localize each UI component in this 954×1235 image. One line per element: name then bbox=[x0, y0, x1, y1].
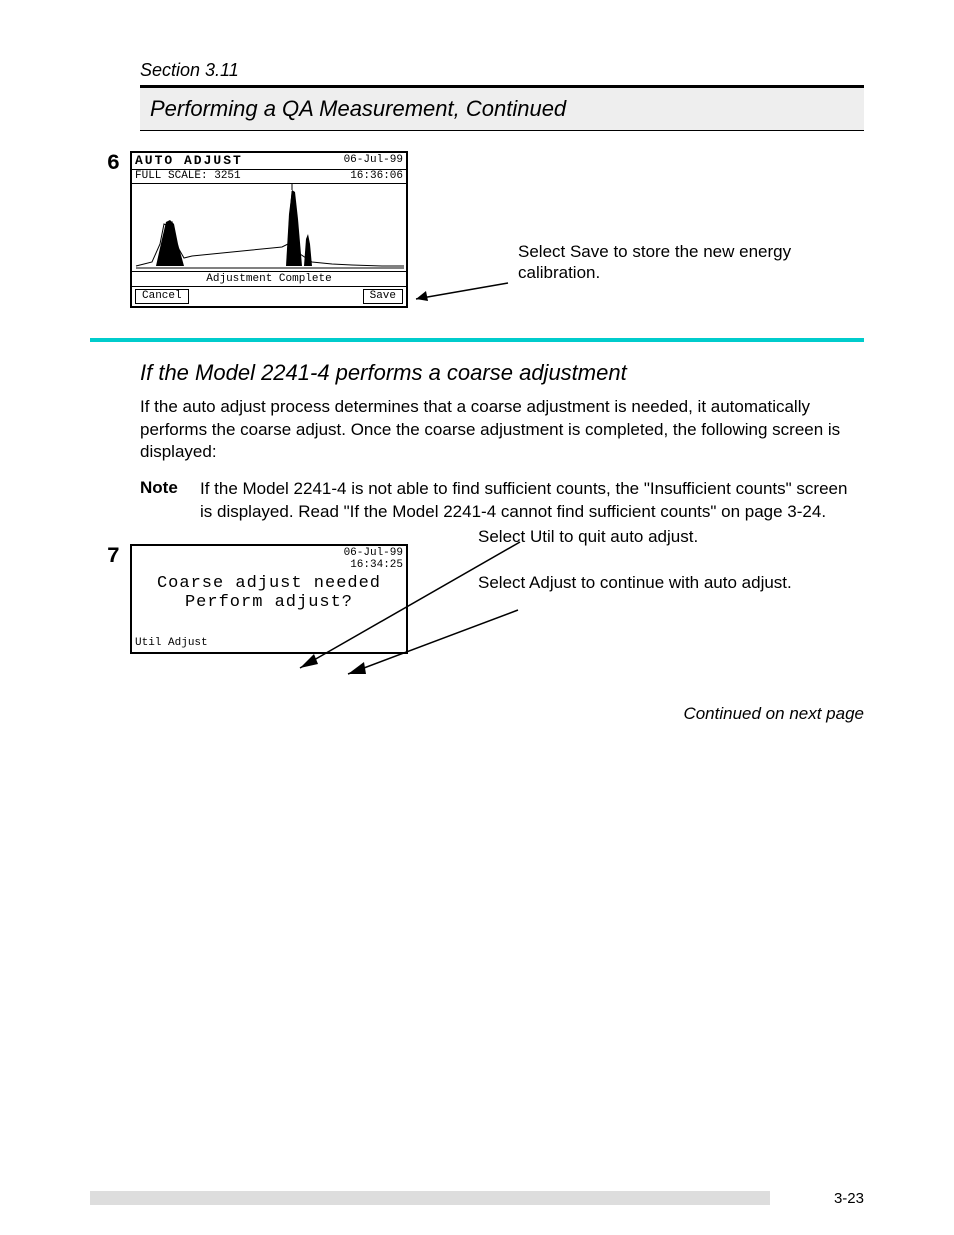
lcd-date: 06-Jul-99 bbox=[344, 154, 403, 168]
save-button[interactable]: Save bbox=[363, 289, 403, 303]
lcd-full-scale: FULL SCALE: 3251 bbox=[135, 170, 241, 182]
arrow-to-save-icon bbox=[408, 279, 518, 309]
body-paragraph-1: If the auto adjust process determines th… bbox=[140, 396, 864, 465]
spectrum-svg bbox=[132, 184, 406, 272]
lcd-time: 16:36:06 bbox=[350, 170, 403, 182]
page: Section 3.11 Performing a QA Measurement… bbox=[0, 0, 954, 1235]
step-number-7: 7 bbox=[90, 544, 130, 654]
arrow-to-adjust-icon bbox=[338, 608, 528, 688]
save-annotation: Select Save to store the new energy cali… bbox=[518, 241, 864, 284]
step6-figure-row: AUTO ADJUST 06-Jul-99 FULL SCALE: 3251 1… bbox=[130, 151, 864, 308]
adjust-button[interactable]: Adjust bbox=[168, 637, 208, 649]
title-band: Performing a QA Measurement, Continued bbox=[140, 85, 864, 131]
note-block: Note If the Model 2241-4 is not able to … bbox=[140, 478, 864, 524]
section-label: Section 3.11 bbox=[140, 60, 864, 81]
page-number: 3-23 bbox=[834, 1190, 864, 1207]
lcd-auto-adjust: AUTO ADJUST 06-Jul-99 FULL SCALE: 3251 1… bbox=[130, 151, 408, 308]
util-button[interactable]: Util bbox=[135, 637, 161, 649]
continued-label: Continued on next page bbox=[90, 704, 864, 724]
step-number: 6 bbox=[90, 151, 130, 308]
divider-rule bbox=[90, 338, 864, 342]
cancel-button[interactable]: Cancel bbox=[135, 289, 189, 303]
step-7: 7 06-Jul-99 16:34:25 Coarse adjust neede… bbox=[90, 544, 864, 654]
lcd-title: AUTO ADJUST bbox=[135, 154, 243, 168]
note-text: If the Model 2241-4 is not able to find … bbox=[200, 478, 864, 524]
subheading: If the Model 2241-4 performs a coarse ad… bbox=[140, 360, 864, 386]
lcd-spectrum-chart bbox=[132, 184, 406, 272]
note-label: Note bbox=[140, 478, 200, 524]
step-6: 6 AUTO ADJUST 06-Jul-99 FULL SCALE: 3251… bbox=[90, 151, 864, 308]
step7-figure-row: 06-Jul-99 16:34:25 Coarse adjust needed … bbox=[130, 544, 864, 654]
lcd-status: Adjustment Complete bbox=[132, 272, 406, 287]
footer-bar bbox=[90, 1191, 770, 1205]
